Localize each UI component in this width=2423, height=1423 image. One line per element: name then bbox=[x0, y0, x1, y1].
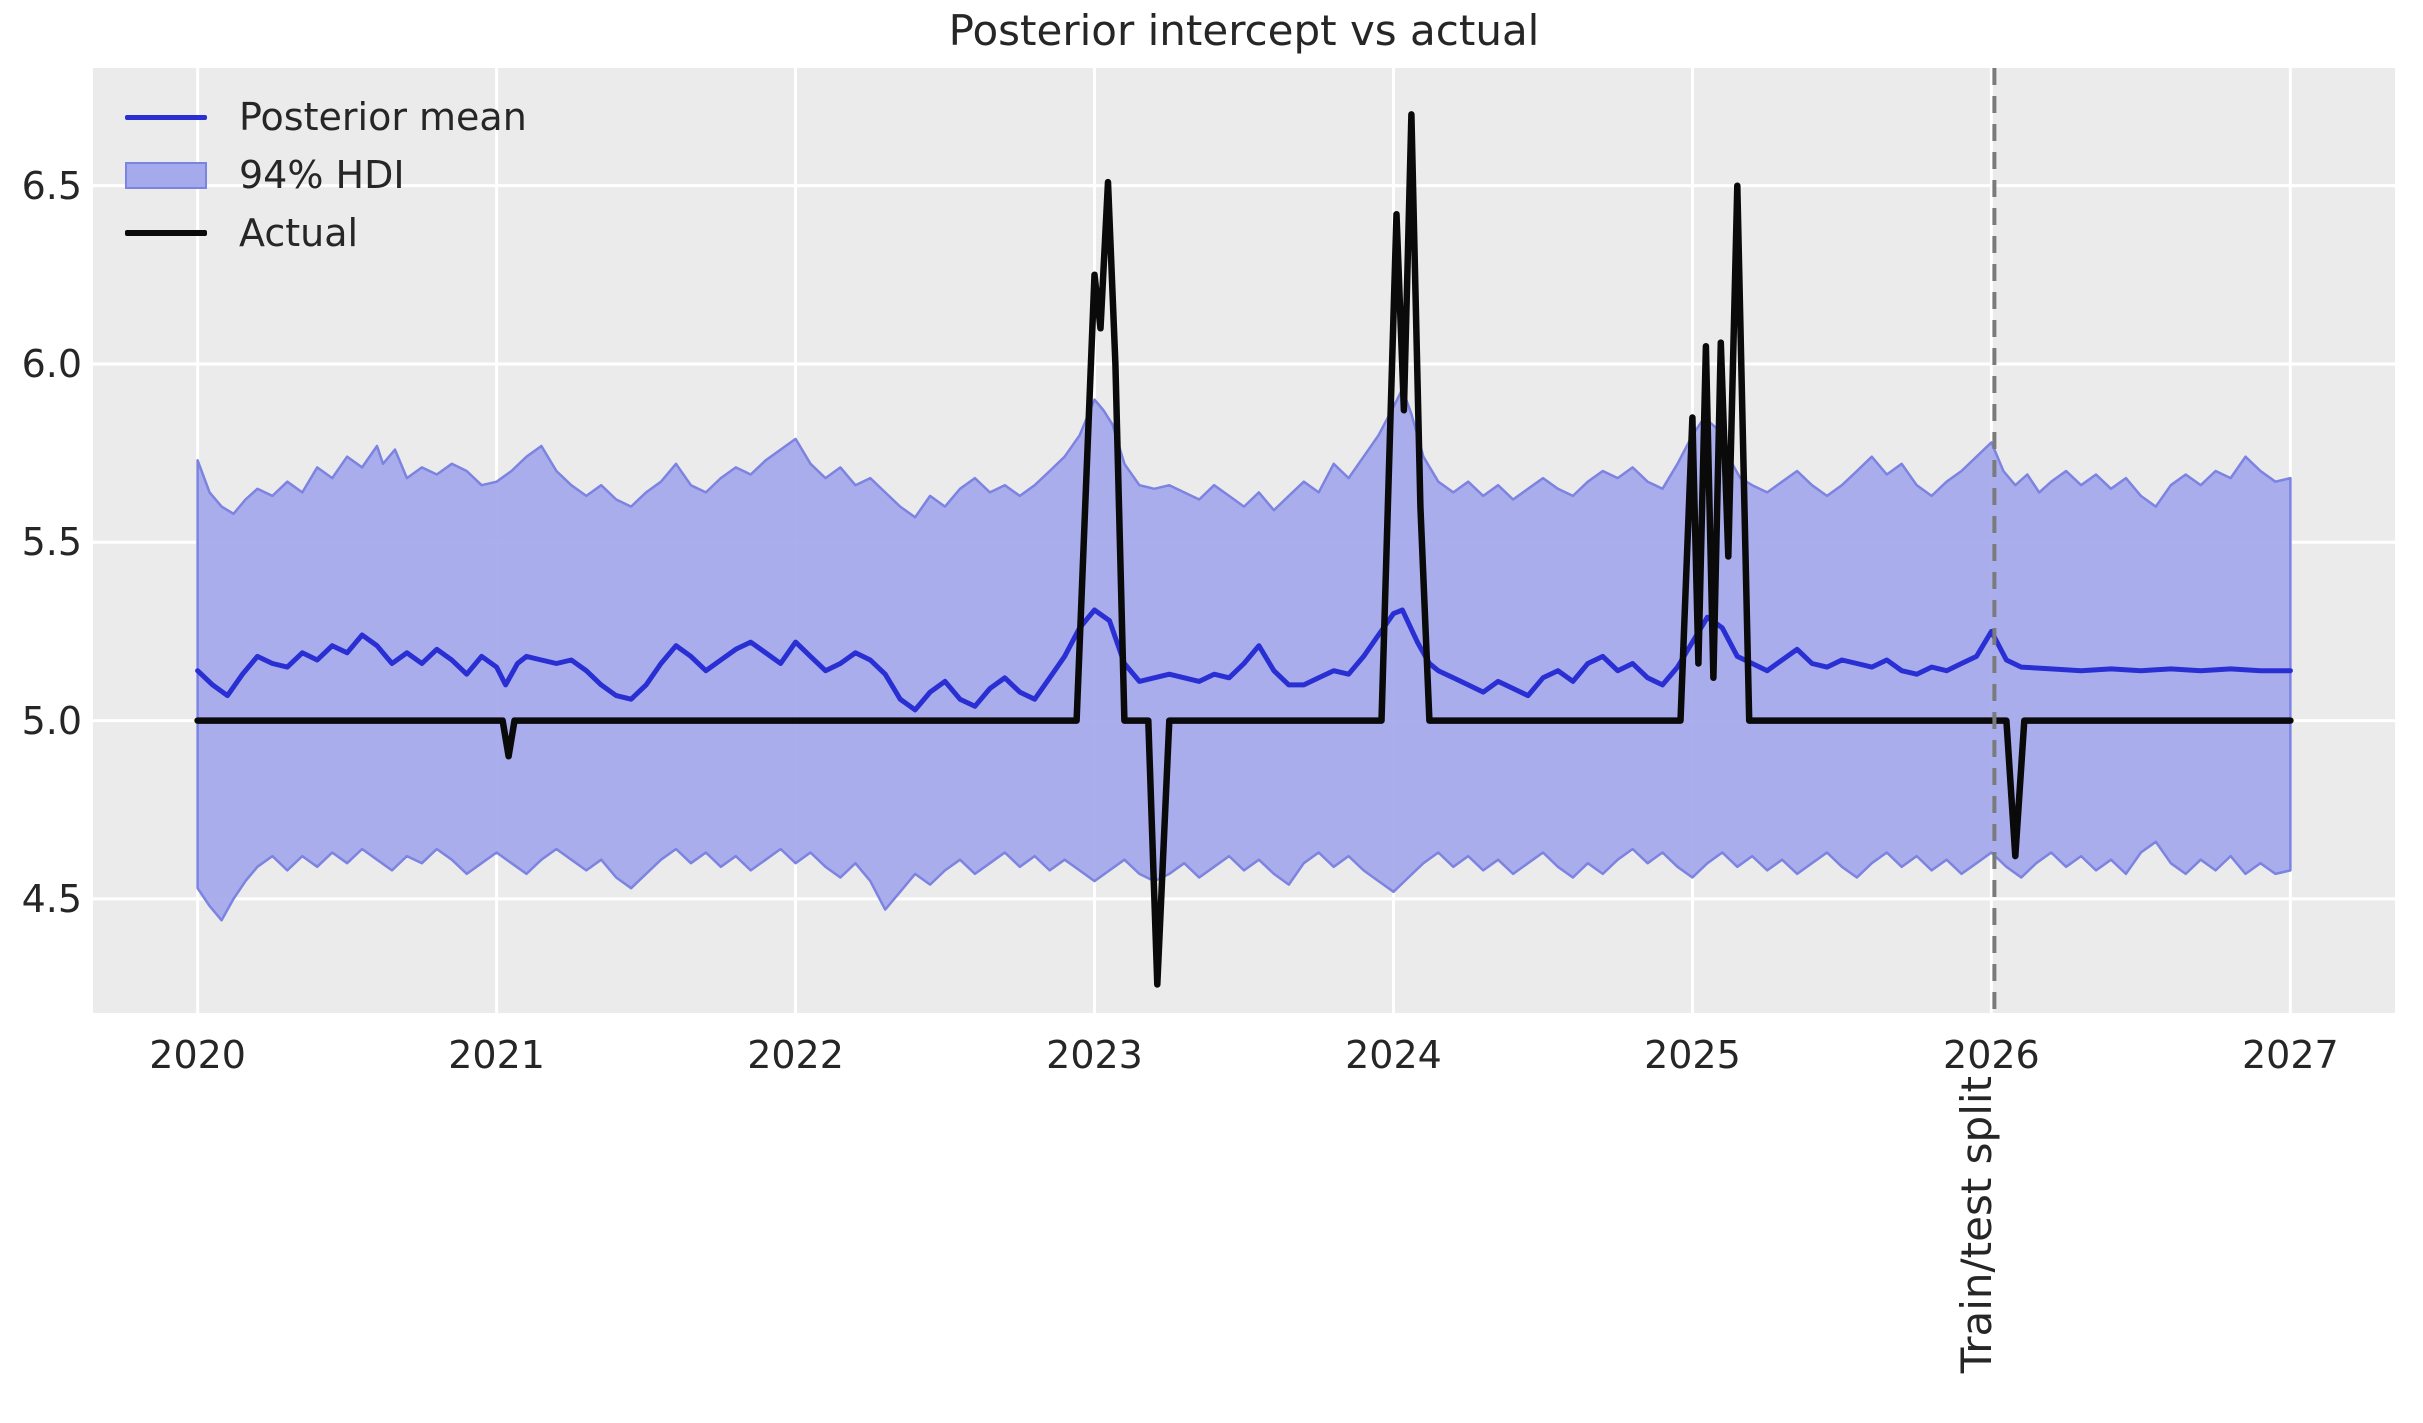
x-tick-label: 2026 bbox=[1943, 1033, 2040, 1077]
y-tick-label: 5.0 bbox=[21, 698, 82, 743]
x-tick-label: 2022 bbox=[747, 1033, 844, 1077]
x-tick-label: 2024 bbox=[1345, 1033, 1442, 1077]
train-test-split-label: Train/test split bbox=[1951, 1076, 2001, 1374]
chart-title: Posterior intercept vs actual bbox=[948, 6, 1540, 55]
x-tick-label: 2021 bbox=[448, 1033, 545, 1077]
legend-label-hdi: 94% HDI bbox=[239, 153, 405, 197]
hdi-swatch-patch bbox=[125, 161, 207, 189]
posterior-mean-line-swatch bbox=[125, 114, 207, 120]
y-tick-label: 6.0 bbox=[21, 341, 82, 386]
y-tick-label: 4.5 bbox=[21, 876, 82, 921]
actual-swatch-line bbox=[125, 230, 207, 236]
x-tick-label: 2025 bbox=[1644, 1033, 1741, 1077]
legend-entry-posterior-mean: Posterior mean bbox=[125, 88, 527, 146]
x-tick-label: 2023 bbox=[1046, 1033, 1143, 1077]
x-tick-label: 2027 bbox=[2242, 1033, 2339, 1077]
x-tick-label: 2020 bbox=[149, 1033, 246, 1077]
posterior-mean-line bbox=[195, 607, 2293, 713]
y-tick-label: 5.5 bbox=[21, 520, 82, 565]
y-tick-label: 6.5 bbox=[21, 163, 82, 208]
actual-line bbox=[194, 111, 2294, 988]
actual-line-swatch bbox=[125, 230, 207, 236]
legend-label-posterior-mean: Posterior mean bbox=[239, 95, 527, 139]
legend-label-actual: Actual bbox=[239, 211, 359, 255]
hdi-band-swatch bbox=[125, 161, 207, 189]
hdi-band bbox=[196, 387, 2292, 922]
train-test-split-label-wrap: Train/test split bbox=[1938, 1076, 2001, 1423]
posterior-mean-swatch-line bbox=[125, 114, 207, 120]
legend-entry-hdi: 94% HDI bbox=[125, 146, 527, 204]
legend: Posterior mean 94% HDI Actual bbox=[125, 88, 527, 262]
legend-entry-actual: Actual bbox=[125, 204, 527, 262]
